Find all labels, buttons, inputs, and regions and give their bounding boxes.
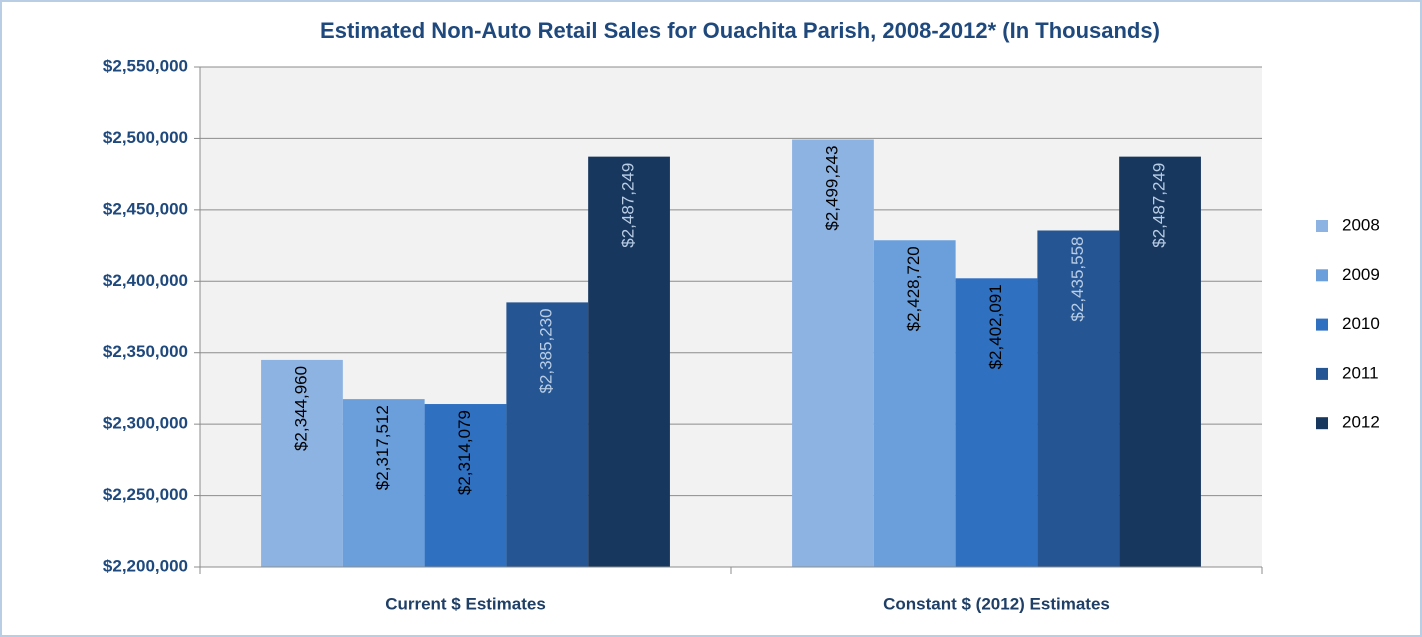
value-label: $2,402,091: [986, 284, 1005, 369]
legend-swatch: [1316, 367, 1328, 380]
value-label: $2,314,079: [455, 410, 474, 495]
legend-swatch: [1316, 417, 1328, 430]
legend-label: 2012: [1342, 413, 1380, 432]
x-tick-label: Current $ Estimates: [385, 594, 546, 613]
value-label: $2,428,720: [904, 246, 923, 331]
y-tick-label: $2,300,000: [103, 414, 188, 433]
y-tick-label: $2,550,000: [103, 56, 188, 75]
value-label: $2,385,230: [537, 308, 556, 393]
bar: [424, 404, 507, 567]
legend-swatch: [1316, 269, 1328, 282]
bar: [261, 359, 343, 567]
value-label: $2,487,249: [619, 163, 638, 248]
value-label: $2,487,249: [1150, 163, 1169, 248]
value-label: $2,435,558: [1068, 236, 1087, 321]
bar: [955, 278, 1038, 567]
y-tick-label: $2,250,000: [103, 485, 188, 504]
legend-label: 2010: [1342, 314, 1380, 333]
y-tick-label: $2,450,000: [103, 199, 188, 218]
legend-label: 2008: [1342, 215, 1380, 234]
bar: [506, 302, 589, 567]
y-tick-label: $2,350,000: [103, 342, 188, 361]
bar: [873, 240, 956, 567]
legend-swatch: [1316, 220, 1328, 232]
y-tick-label: $2,500,000: [103, 128, 188, 147]
legend-label: 2011: [1342, 363, 1379, 382]
legend-swatch: [1316, 318, 1328, 331]
bar: [1037, 230, 1120, 567]
x-tick-label: Constant $ (2012) Estimates: [883, 594, 1110, 613]
legend-label: 2009: [1342, 265, 1380, 284]
value-label: $2,317,512: [373, 405, 392, 490]
value-label: $2,344,960: [291, 366, 310, 451]
bar: [792, 139, 874, 567]
bar: [588, 156, 670, 567]
bar: [1119, 156, 1201, 567]
y-tick-label: $2,400,000: [103, 271, 188, 290]
y-tick-label: $2,200,000: [103, 556, 188, 575]
chart-title: Estimated Non-Auto Retail Sales for Ouac…: [320, 18, 1160, 43]
value-label: $2,499,243: [822, 146, 841, 231]
bar: [342, 399, 425, 567]
